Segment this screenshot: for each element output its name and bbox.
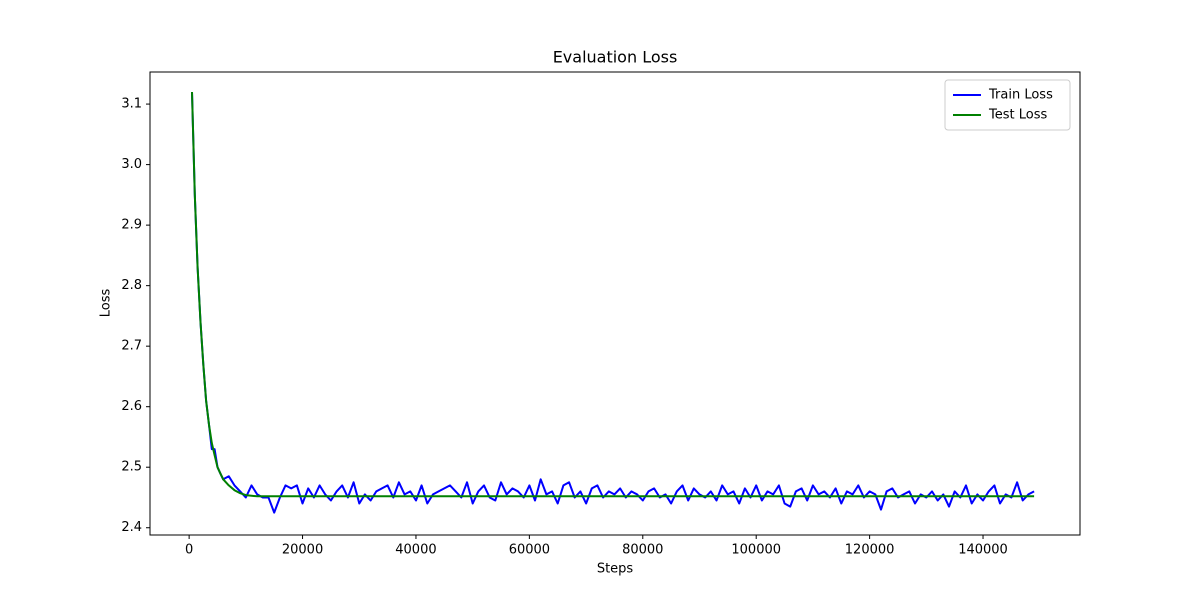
y-tick-label: 2.9 (121, 218, 142, 233)
x-tick-label: 120000 (845, 543, 895, 558)
legend-label: Test Loss (988, 108, 1047, 123)
x-tick-label: 40000 (395, 543, 436, 558)
y-tick-label: 2.4 (121, 520, 142, 535)
plot-frame (149, 71, 1081, 536)
y-tick-label: 2.8 (121, 278, 142, 293)
y-axis-label: Loss (99, 289, 114, 318)
x-tick-label: 140000 (958, 543, 1008, 558)
line (191, 91, 1035, 498)
x-tick-label: 0 (185, 543, 193, 558)
x-axis-label: Steps (597, 562, 634, 577)
line (191, 91, 1035, 514)
y-tick-label: 2.6 (121, 399, 142, 414)
y-tick-label: 2.5 (121, 460, 142, 475)
x-tick-label: 80000 (622, 543, 663, 558)
y-tick-label: 3.0 (121, 157, 142, 172)
x-tick-label: 20000 (282, 543, 323, 558)
legend-label: Train Loss (988, 88, 1053, 103)
y-tick-label: 3.1 (121, 97, 142, 112)
legend-box (944, 79, 1071, 131)
y-tick-label: 2.7 (121, 339, 142, 354)
x-tick-label: 60000 (509, 543, 550, 558)
chart-title: Evaluation Loss (553, 48, 678, 67)
x-tick-label: 100000 (731, 543, 781, 558)
